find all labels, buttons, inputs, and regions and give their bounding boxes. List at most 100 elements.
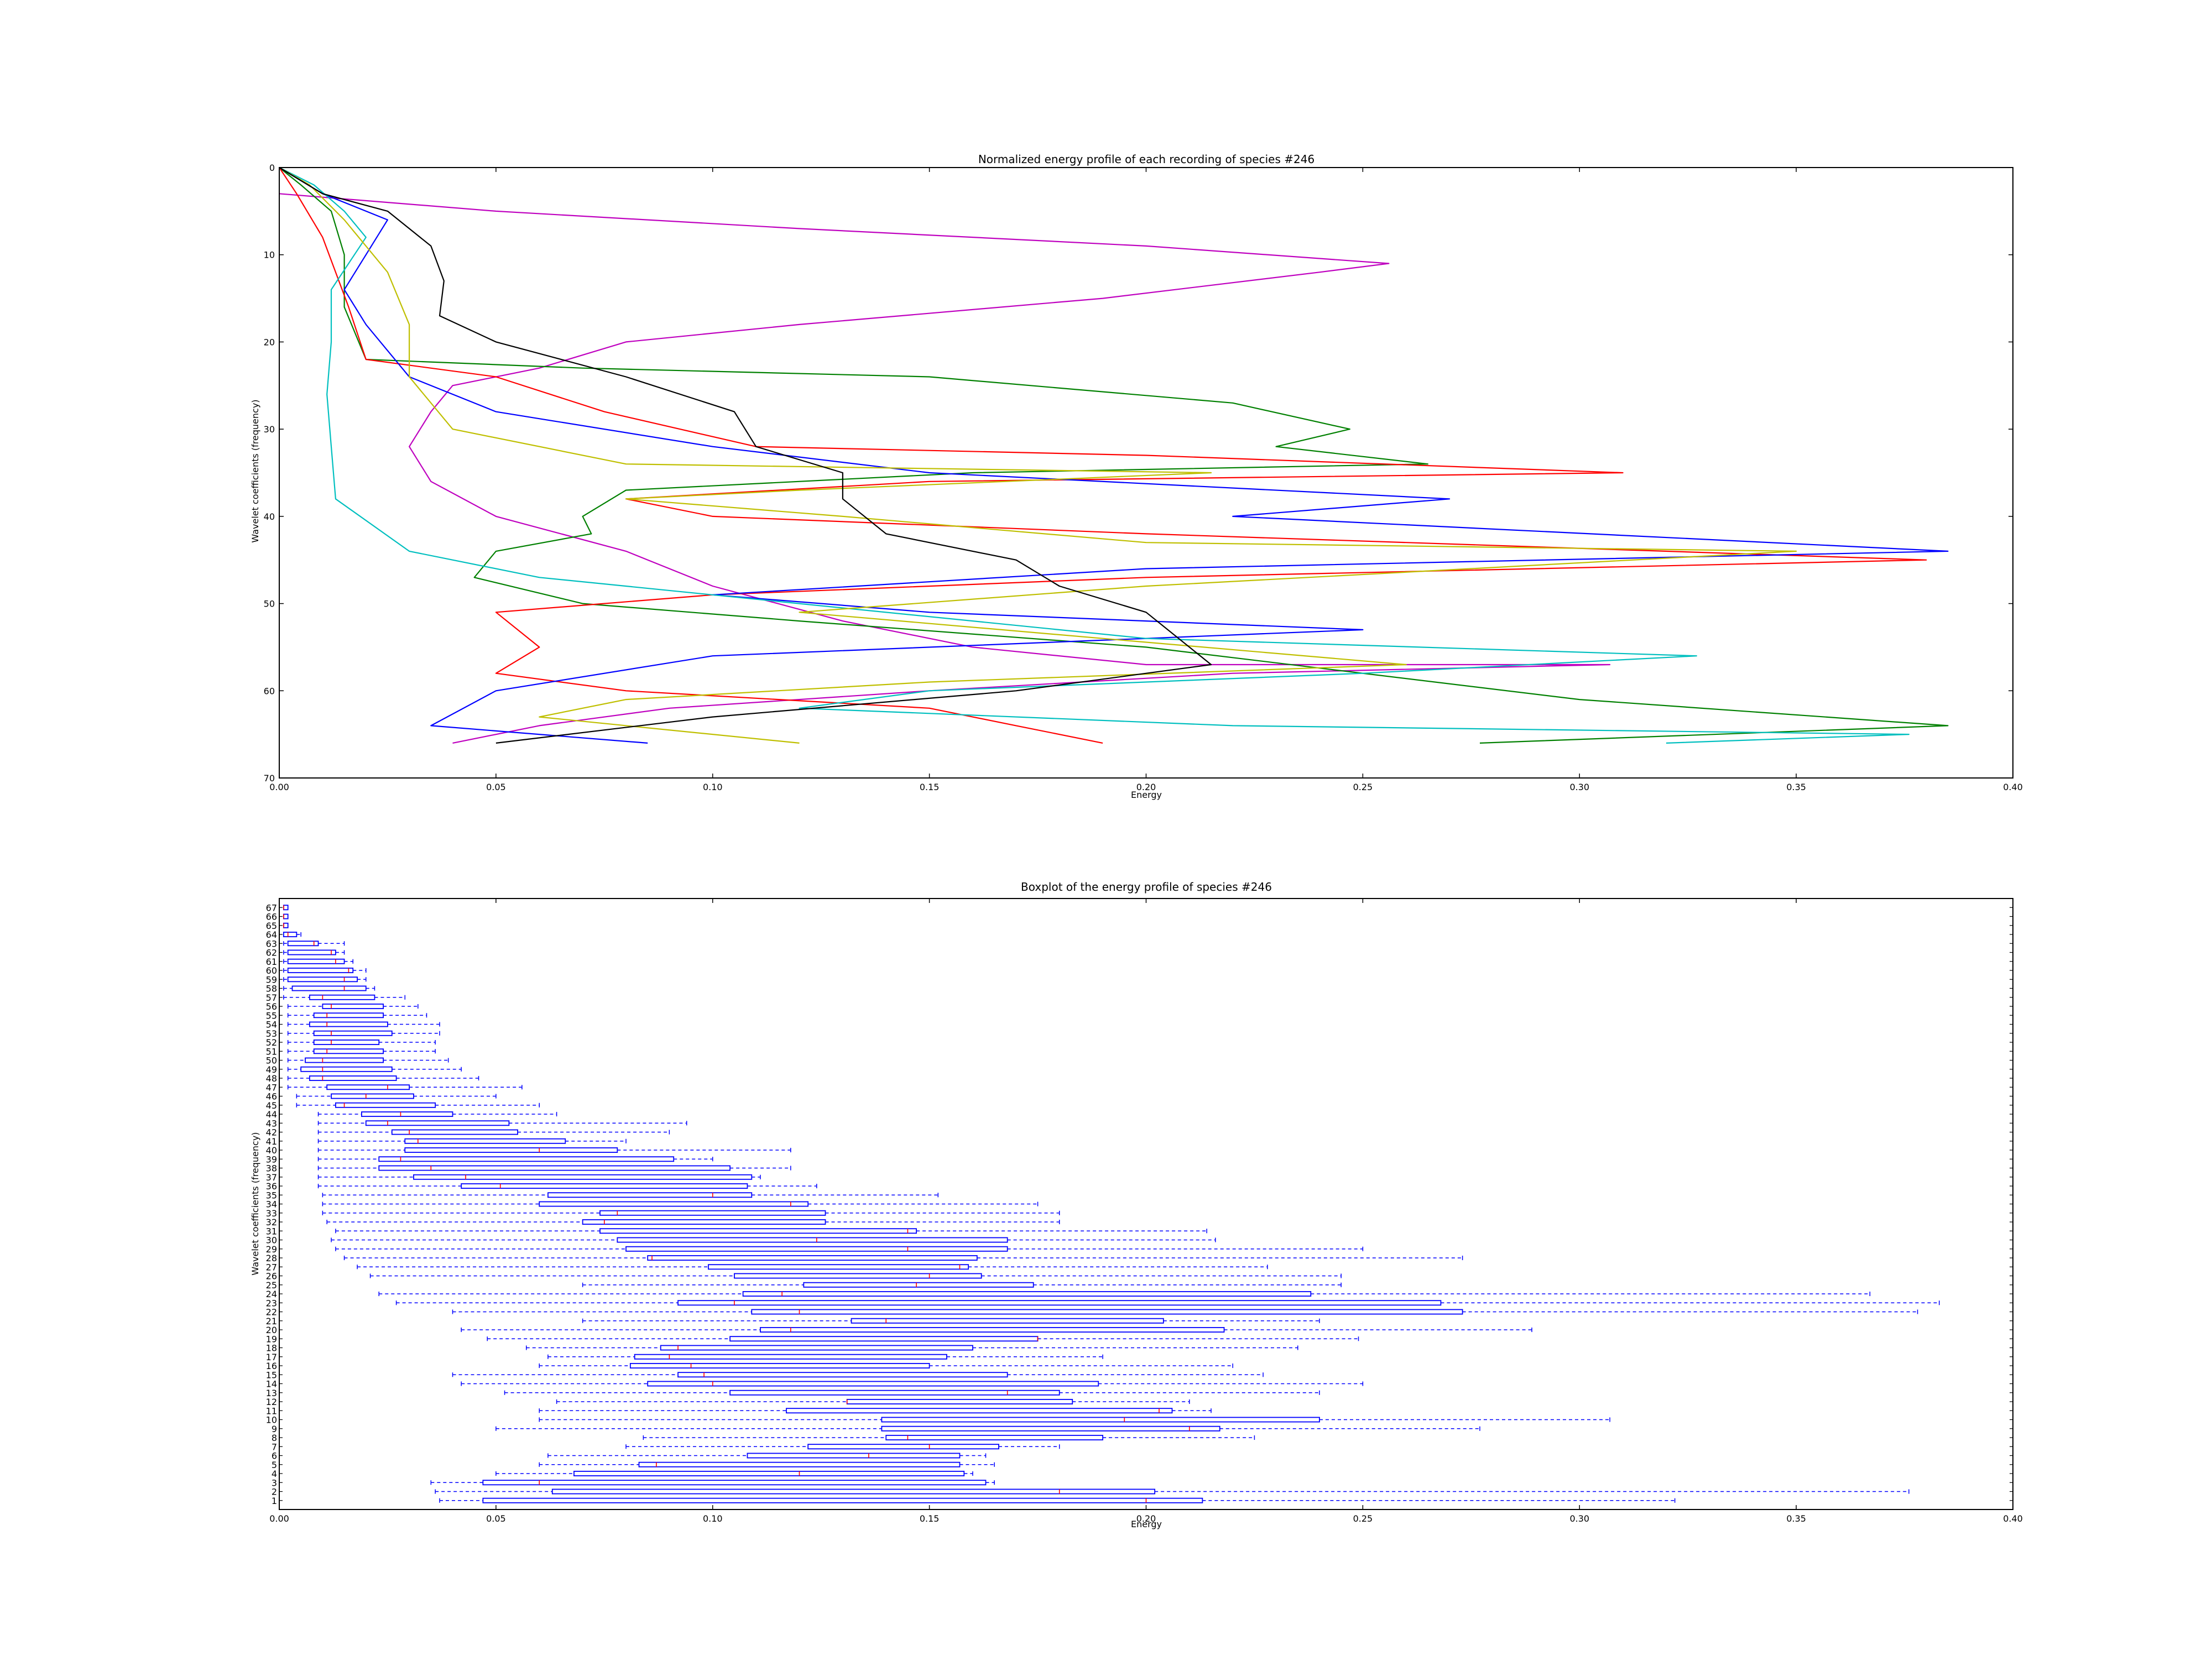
box-item-22 (452, 1309, 1918, 1315)
box-iqr (331, 1093, 414, 1099)
box-item-54 (287, 1021, 440, 1027)
box-item-55 (287, 1012, 427, 1018)
box-item-53 (287, 1030, 440, 1036)
box-iqr (287, 976, 358, 983)
boxplot-ylabel: Wavelet coefficients (frequency) (250, 1132, 260, 1275)
x-tick-label: 0.25 (1353, 1513, 1373, 1524)
y-category-label: 36 (266, 1181, 277, 1192)
box-iqr (361, 1111, 453, 1117)
box-item-33 (322, 1210, 1060, 1216)
box-iqr (747, 1453, 961, 1459)
box-iqr (734, 1273, 982, 1279)
box-item-42 (317, 1129, 670, 1135)
box-iqr (283, 905, 289, 911)
box-iqr (335, 1102, 436, 1108)
box-iqr (461, 1183, 748, 1189)
x-tick-label: 0.10 (703, 782, 723, 792)
x-tick-label: 0.20 (1136, 782, 1156, 792)
box-iqr (629, 1363, 930, 1369)
box-iqr (551, 1488, 1156, 1495)
box-iqr (482, 1497, 1203, 1503)
box-item-8 (643, 1435, 1255, 1440)
y-category-label: 56 (266, 1001, 277, 1012)
box-item-47 (287, 1084, 523, 1090)
y-category-label: 10 (266, 1415, 277, 1425)
y-category-label: 8 (272, 1433, 277, 1443)
box-item-34 (322, 1201, 1039, 1207)
box-iqr (283, 913, 289, 920)
y-category-label: 66 (266, 912, 277, 922)
y-tick-label: 70 (264, 773, 275, 784)
box-item-66 (283, 913, 289, 920)
box-item-19 (487, 1336, 1359, 1342)
box-iqr (625, 1246, 1008, 1252)
box-iqr (742, 1291, 1312, 1297)
box-iqr (283, 922, 289, 928)
y-category-label: 67 (266, 902, 277, 913)
y-category-label: 47 (266, 1082, 277, 1093)
y-category-label: 33 (266, 1208, 277, 1219)
y-category-label: 37 (266, 1172, 277, 1183)
x-tick-label: 0.40 (2003, 1513, 2023, 1524)
box-iqr (786, 1408, 1173, 1414)
x-tick-label: 0.35 (1786, 782, 1806, 792)
x-tick-label: 0.35 (1786, 1513, 1806, 1524)
box-iqr (547, 1192, 753, 1198)
y-category-label: 55 (266, 1010, 277, 1021)
x-tick-label: 0.10 (703, 1513, 723, 1524)
box-item-61 (283, 958, 353, 964)
y-category-label: 11 (266, 1406, 277, 1416)
box-item-7 (625, 1444, 1060, 1450)
box-item-13 (504, 1390, 1320, 1396)
y-tick-label: 60 (264, 686, 275, 696)
box-item-10 (539, 1417, 1610, 1423)
y-category-label: 3 (272, 1477, 277, 1488)
box-item-48 (287, 1075, 479, 1081)
box-item-27 (357, 1264, 1268, 1270)
box-item-62 (283, 949, 345, 955)
box-item-65 (283, 922, 289, 928)
box-iqr (677, 1300, 1442, 1306)
y-tick-label: 40 (264, 511, 275, 522)
box-iqr (677, 1372, 1008, 1378)
box-iqr (885, 1435, 1104, 1440)
box-item-35 (322, 1192, 939, 1198)
line-chart-title: Normalized energy profile of each record… (978, 153, 1314, 166)
y-category-label: 4 (272, 1469, 277, 1479)
series-line-4 (279, 167, 1949, 744)
box-iqr (391, 1129, 518, 1135)
box-iqr (287, 941, 319, 947)
x-tick-label: 0.40 (2003, 782, 2023, 792)
y-category-label: 52 (266, 1037, 277, 1048)
box-item-29 (335, 1246, 1364, 1252)
y-category-label: 20 (266, 1325, 277, 1335)
x-tick-label: 0.05 (486, 782, 506, 792)
y-tick-label: 50 (264, 599, 275, 609)
box-item-28 (343, 1255, 1463, 1261)
box-iqr (634, 1354, 947, 1360)
box-item-32 (326, 1219, 1060, 1225)
line-chart-ylabel: Wavelet coefficients (frequency) (250, 399, 260, 542)
boxplot-chart-energy-profile: Boxplot of the energy profile of species… (250, 880, 2023, 1529)
box-item-37 (317, 1174, 761, 1180)
y-category-label: 64 (266, 929, 277, 940)
box-item-18 (525, 1345, 1298, 1351)
box-item-43 (317, 1120, 687, 1126)
plot-frame (279, 167, 2013, 779)
box-item-16 (539, 1363, 1233, 1369)
box-iqr (729, 1390, 1060, 1396)
box-iqr (322, 1004, 384, 1009)
box-item-60 (283, 968, 367, 973)
box-item-56 (287, 1004, 419, 1009)
box-iqr (287, 949, 336, 955)
y-category-label: 9 (272, 1424, 277, 1434)
box-iqr (313, 1048, 384, 1054)
y-category-label: 63 (266, 938, 277, 949)
boxplot-title: Boxplot of the energy profile of species… (1021, 880, 1272, 894)
box-item-50 (287, 1057, 449, 1063)
y-category-label: 12 (266, 1397, 277, 1407)
y-category-label: 50 (266, 1056, 277, 1066)
series-line-7 (279, 167, 1212, 744)
box-iqr (378, 1165, 731, 1171)
